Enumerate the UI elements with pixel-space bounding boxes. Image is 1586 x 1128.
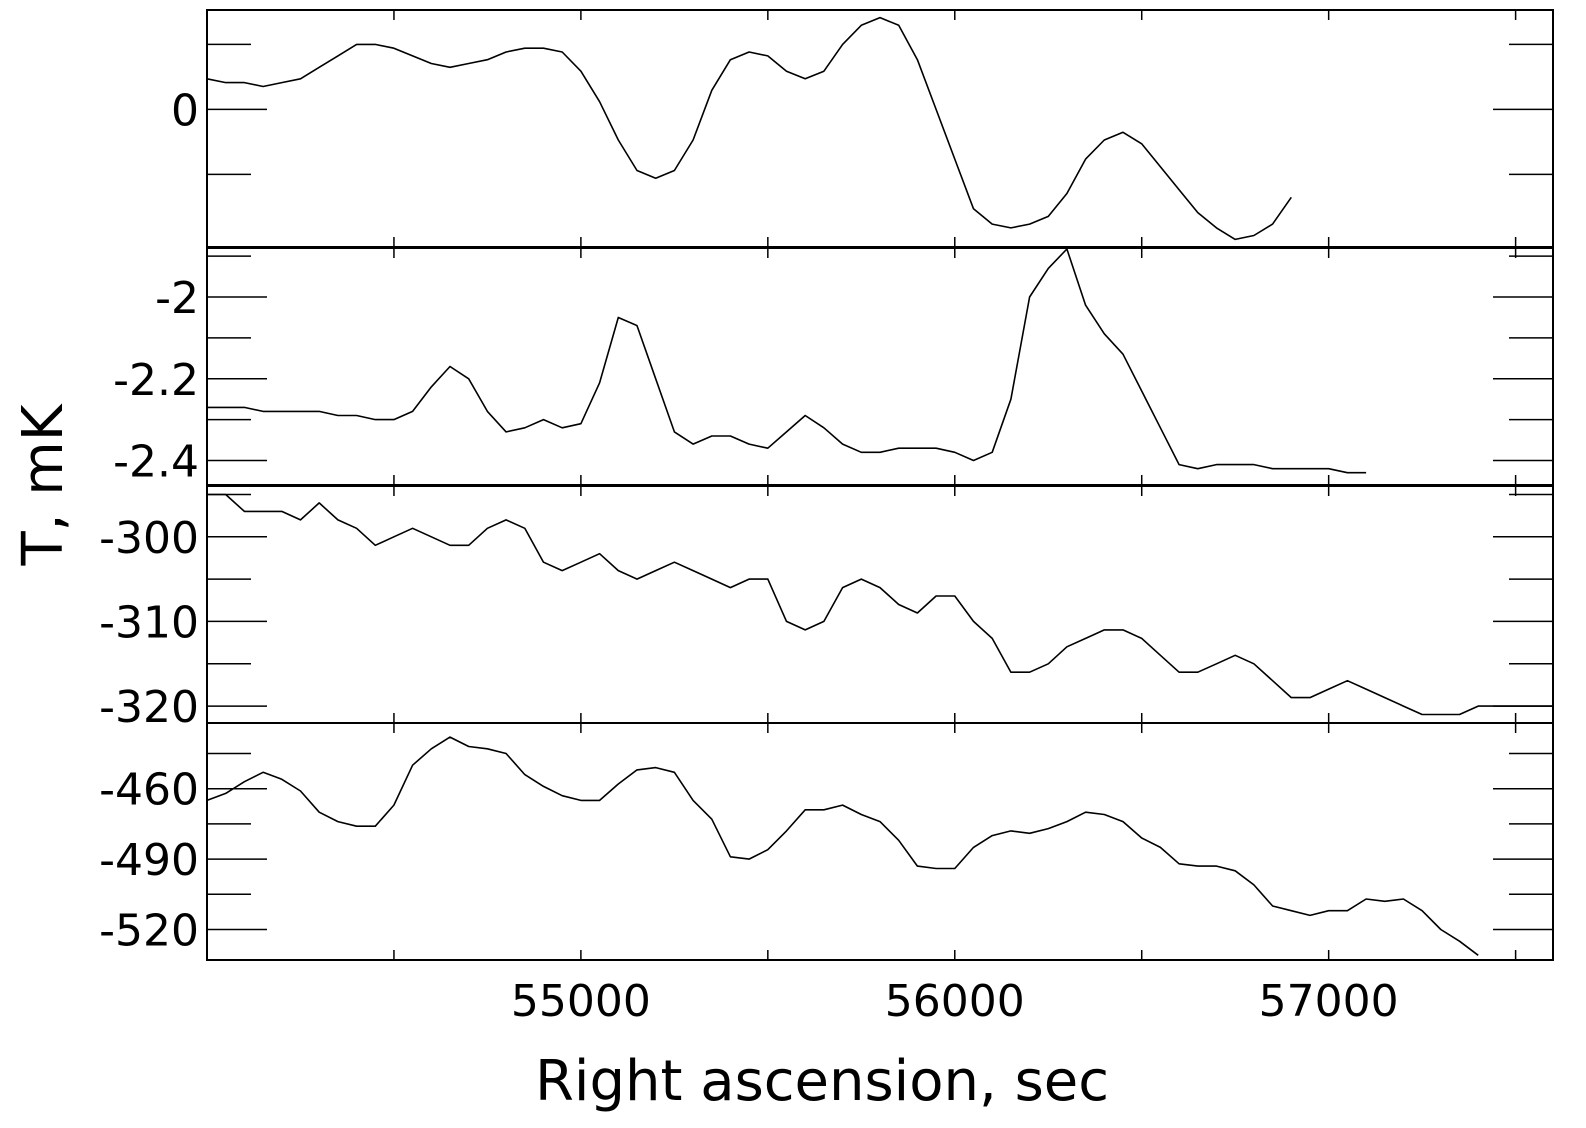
y-tick-label: -320 [99,682,199,733]
panel-4: -460 -490 -520 [99,722,1554,961]
panel-1: 0 [171,9,1554,248]
y-tick-label: 0 [171,85,199,136]
x-tick-label: 55000 [511,976,651,1027]
series-line [206,736,1479,956]
y-tick-label: -2 [155,273,199,324]
panel-frame [206,9,1554,248]
panels-group: 0 -2 -2.2 -2.4 -300 -310 -320 -460 -490 -520 55000… [99,9,1554,1027]
y-tick-label: -490 [99,835,199,886]
series-line [207,248,1367,474]
panel-frame [206,247,1554,486]
y-tick-label: -310 [99,597,199,648]
panel-3: -300 -310 -320 [99,485,1554,733]
panel-2: -2 -2.2 -2.4 [113,247,1554,487]
y-axis-label: T, mK [11,403,76,566]
x-axis-label: Right ascension, sec [535,1049,1109,1114]
series-line [207,493,1553,716]
y-tick-label: -2.4 [113,436,199,487]
x-tick-label: 56000 [885,976,1025,1027]
y-tick-label: -300 [99,513,199,564]
y-tick-label: -520 [99,905,199,956]
x-tick-label: 57000 [1259,976,1399,1027]
panel-frame [206,485,1554,724]
series-line [206,16,1292,241]
y-tick-label: -2.2 [113,355,199,406]
panel-frame [206,722,1554,961]
y-tick-label: -460 [99,765,199,816]
